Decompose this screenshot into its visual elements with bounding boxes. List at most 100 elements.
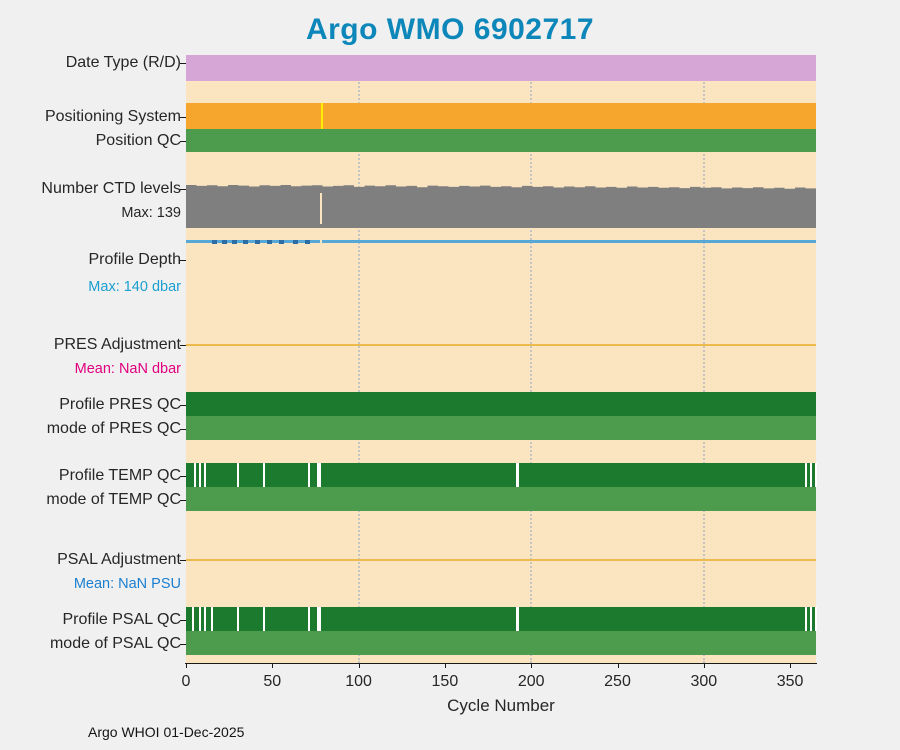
- anomaly-slit-cycle-365: [815, 607, 817, 631]
- y-tick: [180, 644, 186, 645]
- y-tick: [180, 117, 186, 118]
- gridline-200: [530, 55, 533, 663]
- x-tick-label-50: 50: [263, 673, 282, 690]
- depth-mark-cycle-41: [254, 240, 260, 244]
- plot-area: [186, 55, 817, 663]
- x-tick-label-0: 0: [181, 673, 191, 690]
- anomaly-slit-cycle-362: [809, 463, 812, 487]
- depth-mark-cycle-48: [266, 240, 272, 244]
- attribution-text: Argo WHOI 01-Dec-2025: [88, 724, 245, 740]
- x-tick-150: [444, 664, 446, 668]
- x-tick-label-150: 150: [431, 673, 459, 690]
- anomaly-slit-cycle-78: [319, 240, 322, 243]
- anomaly-slit-cycle-8: [198, 463, 201, 487]
- row-mode-of-temp-qc: [186, 487, 816, 511]
- x-axis-line: [185, 663, 817, 664]
- y-label: Profile TEMP QC: [58, 467, 181, 484]
- x-tick-300: [703, 664, 705, 668]
- x-tick-label-250: 250: [604, 673, 631, 690]
- y-tick: [180, 63, 186, 64]
- row-profile-pres-qc: [186, 392, 816, 416]
- y-label: Mean: NaN PSU: [73, 576, 181, 592]
- y-tick: [180, 620, 186, 621]
- anomaly-slit-cycle-359: [804, 463, 807, 487]
- x-tick-label-100: 100: [345, 673, 372, 690]
- y-tick: [180, 405, 186, 406]
- anomaly-slit-cycle-45: [262, 463, 265, 487]
- x-tick-0: [186, 664, 187, 668]
- y-label: Max: 139: [121, 205, 181, 221]
- row-mode-of-psal-qc: [186, 631, 816, 655]
- anomaly-slit-cycle-15: [210, 607, 213, 631]
- anomaly-slit-cycle-11: [203, 463, 206, 487]
- depth-mark-cycle-63: [292, 240, 298, 244]
- y-tick: [180, 345, 186, 346]
- y-label: mode of TEMP QC: [46, 491, 181, 508]
- gridline-300: [702, 55, 705, 663]
- anomaly-slit-cycle-71: [307, 463, 310, 487]
- depth-mark-cycle-70: [304, 240, 310, 244]
- row-ctd-levels: [186, 185, 816, 228]
- row-date-type: [186, 55, 816, 81]
- anomaly-slit-cycle-71: [307, 607, 310, 631]
- anomaly-slit-cycle-11: [203, 607, 206, 631]
- anomaly-slit-cycle-79: [321, 103, 324, 129]
- row-profile-psal-qc: [186, 607, 817, 631]
- anomaly-slit-cycle-4: [191, 607, 194, 631]
- x-axis-label: Cycle Number: [447, 696, 555, 715]
- row-psal-adjustment: [186, 559, 816, 561]
- row-position-qc: [186, 129, 816, 152]
- anomaly-slit-cycle-192: [515, 607, 519, 631]
- y-tick: [180, 476, 186, 477]
- y-tick: [180, 500, 186, 501]
- x-tick-350: [790, 664, 792, 668]
- y-label: Profile PSAL QC: [62, 611, 181, 628]
- depth-mark-cycle-16: [211, 240, 217, 244]
- y-tick: [180, 260, 186, 261]
- anomaly-slit-cycle-365: [815, 463, 817, 487]
- x-tick-label-200: 200: [517, 673, 545, 690]
- row-profile-depth: [186, 240, 816, 244]
- row-pres-adjustment: [186, 344, 816, 346]
- y-label: Max: 140 dbar: [88, 279, 181, 295]
- anomaly-slit-cycle-77: [316, 463, 321, 487]
- anomaly-slit-cycle-362: [809, 607, 812, 631]
- y-tick: [180, 560, 186, 561]
- x-tick-label-300: 300: [690, 673, 718, 690]
- x-tick-250: [617, 664, 619, 668]
- x-tick-100: [358, 664, 360, 668]
- depth-mark-cycle-34: [242, 240, 248, 244]
- row-positioning-system: [186, 103, 816, 129]
- anomaly-slit-cycle-78: [319, 193, 322, 224]
- anomaly-slit-cycle-30: [236, 607, 239, 631]
- y-label: Number CTD levels: [41, 180, 181, 197]
- y-label: Position QC: [95, 132, 181, 149]
- x-tick-200: [531, 664, 533, 668]
- figure-title: Argo WMO 6902717: [305, 13, 595, 46]
- anomaly-slit-cycle-5: [193, 463, 196, 487]
- row-profile-temp-qc: [186, 463, 817, 487]
- row-mode-of-pres-qc: [186, 416, 816, 440]
- y-label: PRES Adjustment: [53, 336, 181, 353]
- depth-mark-cycle-28: [232, 240, 238, 244]
- depth-mark-cycle-22: [221, 240, 227, 244]
- y-label: mode of PSAL QC: [49, 635, 181, 652]
- gridline-100: [357, 55, 360, 663]
- anomaly-slit-cycle-8: [198, 607, 201, 631]
- anomaly-slit-cycle-45: [262, 607, 265, 631]
- y-label: Profile PRES QC: [59, 396, 181, 413]
- y-label: PSAL Adjustment: [57, 551, 181, 568]
- x-tick-label-350: 350: [776, 673, 804, 690]
- anomaly-slit-cycle-77: [316, 607, 321, 631]
- anomaly-slit-cycle-192: [515, 463, 519, 487]
- depth-mark-cycle-55: [278, 240, 284, 244]
- y-label: Mean: NaN dbar: [74, 361, 181, 377]
- anomaly-slit-cycle-30: [236, 463, 239, 487]
- y-label: Positioning System: [44, 108, 181, 125]
- y-tick: [180, 141, 186, 142]
- y-label: Profile Depth: [88, 251, 182, 268]
- y-tick: [180, 429, 186, 430]
- x-tick-50: [272, 664, 274, 668]
